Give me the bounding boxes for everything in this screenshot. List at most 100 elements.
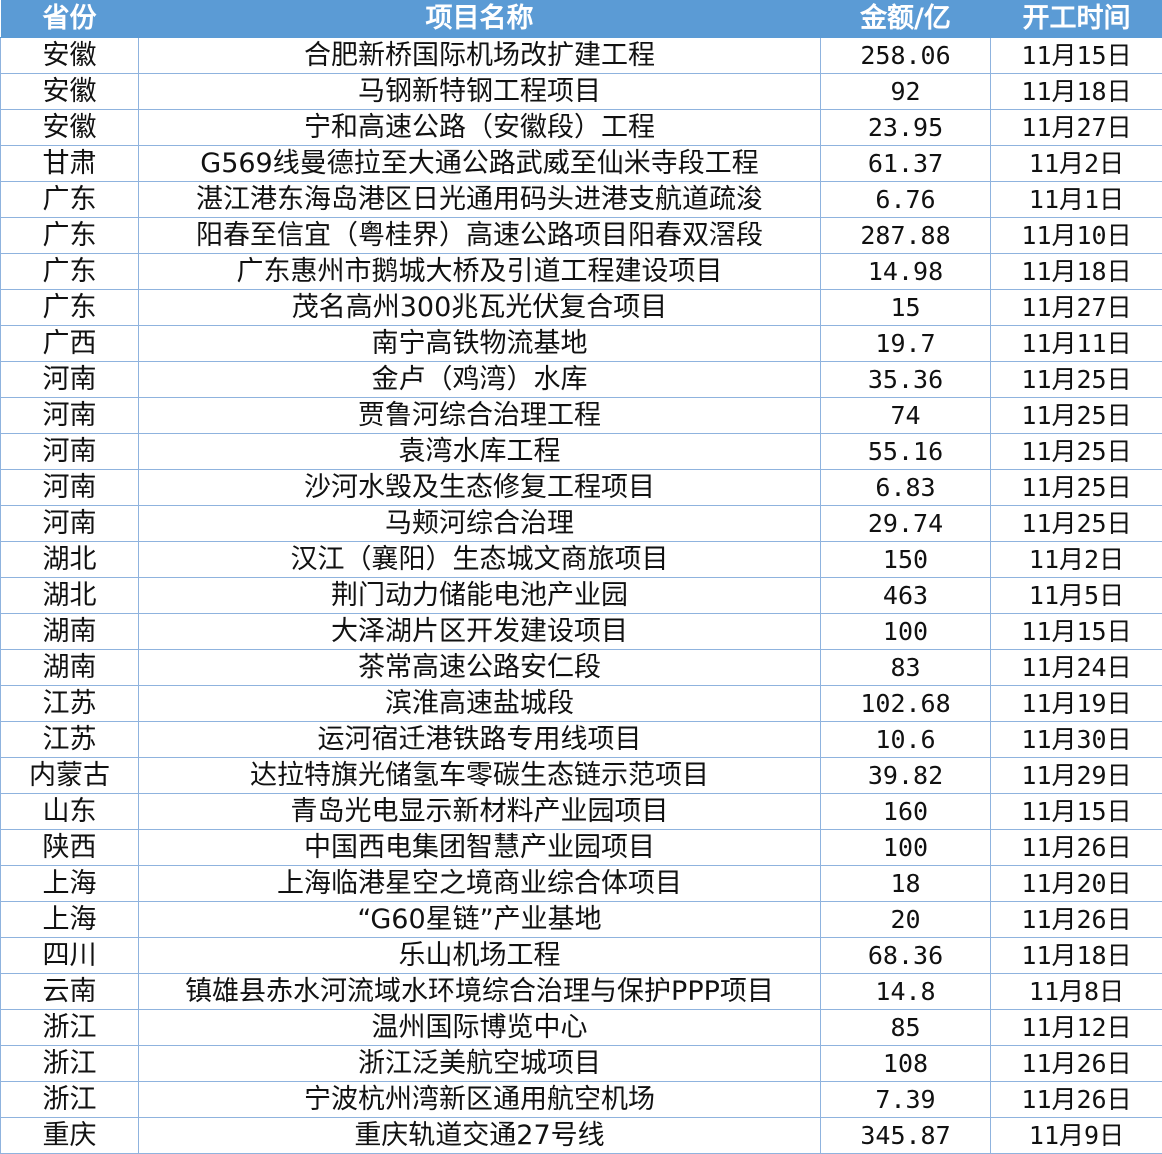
project-name-cell: 达拉特旗光储氢车零碳生态链示范项目 (138, 757, 821, 794)
amount-cell: 85 (820, 1009, 991, 1046)
amount-cell: 150 (820, 541, 991, 578)
table-row: 江苏 运河宿迁港铁路专用线项目 10.6 11月30日 (0, 721, 1162, 758)
table-row: 安徽 马钢新特钢工程项目 92 11月18日 (0, 73, 1162, 110)
project-name-cell: 滨淮高速盐城段 (138, 685, 821, 722)
province-cell: 广东 (0, 289, 139, 326)
table-row: 河南 沙河水毁及生态修复工程项目 6.83 11月25日 (0, 469, 1162, 506)
header-start-date: 开工时间 (990, 0, 1162, 38)
province-cell: 浙江 (0, 1045, 139, 1082)
amount-cell: 6.76 (820, 181, 991, 218)
table-row: 湖南 大泽湖片区开发建设项目 100 11月15日 (0, 613, 1162, 650)
table-row: 广东 阳春至信宜（粤桂界）高速公路项目阳春双滘段 287.88 11月10日 (0, 217, 1162, 254)
project-name-cell: 贾鲁河综合治理工程 (138, 397, 821, 434)
province-cell: 安徽 (0, 37, 139, 74)
province-cell: 河南 (0, 433, 139, 470)
table-row: 内蒙古 达拉特旗光储氢车零碳生态链示范项目 39.82 11月29日 (0, 757, 1162, 794)
amount-cell: 160 (820, 793, 991, 830)
start-date-cell: 11月18日 (990, 73, 1162, 110)
province-cell: 河南 (0, 397, 139, 434)
province-cell: 江苏 (0, 685, 139, 722)
project-name-cell: 南宁高铁物流基地 (138, 325, 821, 362)
province-cell: 安徽 (0, 73, 139, 110)
table-row: 河南 袁湾水库工程 55.16 11月25日 (0, 433, 1162, 470)
start-date-cell: 11月5日 (990, 577, 1162, 614)
start-date-cell: 11月10日 (990, 217, 1162, 254)
amount-cell: 35.36 (820, 361, 991, 398)
project-name-cell: “G60星链”产业基地 (138, 901, 821, 938)
amount-cell: 102.68 (820, 685, 991, 722)
amount-cell: 14.98 (820, 253, 991, 290)
project-name-cell: 青岛光电显示新材料产业园项目 (138, 793, 821, 830)
start-date-cell: 11月8日 (990, 973, 1162, 1010)
table-row: 河南 金卢（鸡湾）水库 35.36 11月25日 (0, 361, 1162, 398)
province-cell: 江苏 (0, 721, 139, 758)
start-date-cell: 11月27日 (990, 109, 1162, 146)
province-cell: 浙江 (0, 1009, 139, 1046)
province-cell: 广东 (0, 253, 139, 290)
province-cell: 上海 (0, 865, 139, 902)
project-name-cell: 宁波杭州湾新区通用航空机场 (138, 1081, 821, 1118)
project-name-cell: 马颊河综合治理 (138, 505, 821, 542)
table-row: 浙江 浙江泛美航空城项目 108 11月26日 (0, 1045, 1162, 1082)
table-row: 广西 南宁高铁物流基地 19.7 11月11日 (0, 325, 1162, 362)
table-row: 江苏 滨淮高速盐城段 102.68 11月19日 (0, 685, 1162, 722)
amount-cell: 15 (820, 289, 991, 326)
amount-cell: 83 (820, 649, 991, 686)
start-date-cell: 11月25日 (990, 469, 1162, 506)
province-cell: 浙江 (0, 1081, 139, 1118)
province-cell: 湖北 (0, 577, 139, 614)
amount-cell: 100 (820, 613, 991, 650)
amount-cell: 19.7 (820, 325, 991, 362)
table-row: 河南 贾鲁河综合治理工程 74 11月25日 (0, 397, 1162, 434)
table-row: 河南 马颊河综合治理 29.74 11月25日 (0, 505, 1162, 542)
table-row: 湖北 汉江（襄阳）生态城文商旅项目 150 11月2日 (0, 541, 1162, 578)
project-name-cell: 中国西电集团智慧产业园项目 (138, 829, 821, 866)
project-name-cell: 沙河水毁及生态修复工程项目 (138, 469, 821, 506)
amount-cell: 287.88 (820, 217, 991, 254)
province-cell: 湖南 (0, 613, 139, 650)
project-name-cell: 宁和高速公路（安徽段）工程 (138, 109, 821, 146)
amount-cell: 463 (820, 577, 991, 614)
province-cell: 内蒙古 (0, 757, 139, 794)
table-row: 浙江 温州国际博览中心 85 11月12日 (0, 1009, 1162, 1046)
project-name-cell: 阳春至信宜（粤桂界）高速公路项目阳春双滘段 (138, 217, 821, 254)
header-project-name: 项目名称 (138, 0, 821, 38)
project-name-cell: 合肥新桥国际机场改扩建工程 (138, 37, 821, 74)
table-row: 上海 上海临港星空之境商业综合体项目 18 11月20日 (0, 865, 1162, 902)
table-row: 湖南 茶常高速公路安仁段 83 11月24日 (0, 649, 1162, 686)
start-date-cell: 11月18日 (990, 937, 1162, 974)
start-date-cell: 11月12日 (990, 1009, 1162, 1046)
amount-cell: 23.95 (820, 109, 991, 146)
amount-cell: 92 (820, 73, 991, 110)
start-date-cell: 11月25日 (990, 433, 1162, 470)
amount-cell: 39.82 (820, 757, 991, 794)
start-date-cell: 11月26日 (990, 901, 1162, 938)
table-row: 重庆 重庆轨道交通27号线 345.87 11月9日 (0, 1117, 1162, 1154)
project-name-cell: 金卢（鸡湾）水库 (138, 361, 821, 398)
province-cell: 湖北 (0, 541, 139, 578)
amount-cell: 55.16 (820, 433, 991, 470)
table-row: 四川 乐山机场工程 68.36 11月18日 (0, 937, 1162, 974)
table-row: 湖北 荆门动力储能电池产业园 463 11月5日 (0, 577, 1162, 614)
project-name-cell: 大泽湖片区开发建设项目 (138, 613, 821, 650)
table-row: 陕西 中国西电集团智慧产业园项目 100 11月26日 (0, 829, 1162, 866)
start-date-cell: 11月15日 (990, 613, 1162, 650)
project-name-cell: 乐山机场工程 (138, 937, 821, 974)
project-name-cell: 茶常高速公路安仁段 (138, 649, 821, 686)
table-row: 上海 “G60星链”产业基地 20 11月26日 (0, 901, 1162, 938)
table-row: 浙江 宁波杭州湾新区通用航空机场 7.39 11月26日 (0, 1081, 1162, 1118)
amount-cell: 10.6 (820, 721, 991, 758)
start-date-cell: 11月11日 (990, 325, 1162, 362)
amount-cell: 74 (820, 397, 991, 434)
amount-cell: 18 (820, 865, 991, 902)
start-date-cell: 11月25日 (990, 505, 1162, 542)
province-cell: 甘肃 (0, 145, 139, 182)
province-cell: 广东 (0, 181, 139, 218)
table-row: 安徽 宁和高速公路（安徽段）工程 23.95 11月27日 (0, 109, 1162, 146)
amount-cell: 108 (820, 1045, 991, 1082)
project-name-cell: 镇雄县赤水河流域水环境综合治理与保护PPP项目 (138, 973, 821, 1010)
amount-cell: 6.83 (820, 469, 991, 506)
start-date-cell: 11月29日 (990, 757, 1162, 794)
province-cell: 上海 (0, 901, 139, 938)
project-name-cell: 浙江泛美航空城项目 (138, 1045, 821, 1082)
